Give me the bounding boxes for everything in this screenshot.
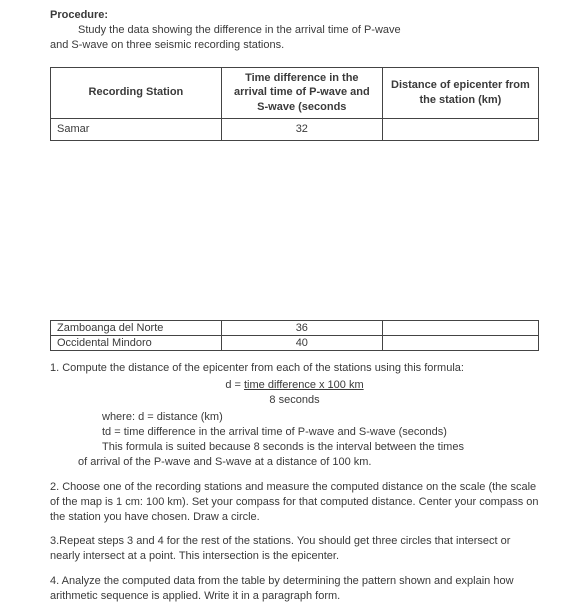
cell-time: 36 [221, 320, 382, 335]
header-distance: Distance of epicenter from the station (… [382, 67, 538, 119]
formula-denominator: 8 seconds [50, 393, 539, 408]
cell-time: 40 [221, 335, 382, 350]
def-line-1: where: d = distance (km) [102, 410, 539, 425]
cell-distance [382, 335, 538, 350]
table-row: Samar 32 [51, 119, 539, 141]
def-line-3: This formula is suited because 8 seconds… [102, 440, 539, 455]
def-line-2: td = time difference in the arrival time… [102, 425, 539, 440]
step4-text: 4. Analyze the computed data from the ta… [50, 574, 539, 604]
data-table-bottom: Zamboanga del Norte 36 Occidental Mindor… [50, 320, 539, 351]
cell-time: 32 [221, 119, 382, 141]
procedure-text-line2: and S-wave on three seismic recording st… [50, 38, 539, 53]
data-table-top: Recording Station Time difference in the… [50, 67, 539, 141]
table-header-row: Recording Station Time difference in the… [51, 67, 539, 119]
header-time-difference: Time difference in the arrival time of P… [221, 67, 382, 119]
procedure-label: Procedure: [50, 9, 108, 21]
formula-numerator: d = time difference x 100 km [50, 378, 539, 393]
def-line-4: of arrival of the P-wave and S-wave at a… [78, 455, 539, 470]
step1-lead: 1. Compute the distance of the epicenter… [50, 361, 539, 376]
cell-distance [382, 320, 538, 335]
cell-station: Samar [51, 119, 222, 141]
cell-station: Zamboanga del Norte [51, 320, 222, 335]
header-recording-station: Recording Station [51, 67, 222, 119]
table-gap [50, 141, 539, 321]
step3-text: 3.Repeat steps 3 and 4 for the rest of t… [50, 534, 539, 564]
cell-distance [382, 119, 538, 141]
table-row: Zamboanga del Norte 36 [51, 320, 539, 335]
formula-top-underline: time difference x 100 km [244, 379, 364, 391]
table-row: Occidental Mindoro 40 [51, 335, 539, 350]
procedure-text-line1: Study the data showing the difference in… [78, 23, 539, 38]
cell-station: Occidental Mindoro [51, 335, 222, 350]
step2-text: 2. Choose one of the recording stations … [50, 480, 539, 525]
